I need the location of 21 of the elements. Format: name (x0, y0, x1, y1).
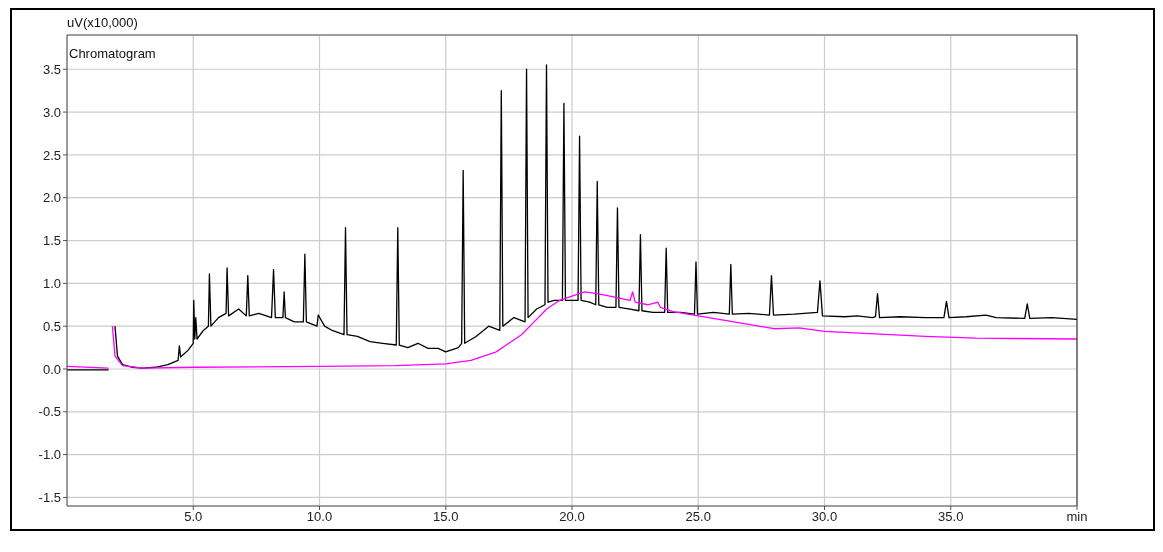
x-tick-label: 35.0 (938, 509, 964, 525)
y-tick-label: 1.0 (42, 275, 61, 291)
y-axis-title: uV(x10,000) (67, 15, 138, 30)
x-tick-label: 30.0 (811, 509, 838, 525)
y-tick-label: -0.5 (38, 404, 61, 420)
x-tick-label: min (1066, 509, 1088, 525)
y-tick-label: 2.0 (42, 190, 61, 206)
text: Chromatogram (69, 46, 156, 61)
y-tick-label: 3.5 (42, 61, 61, 77)
y-tick-label: 1.5 (42, 233, 61, 249)
y-tick-label: 3.0 (42, 104, 61, 120)
y-tick-label: -1.0 (38, 447, 61, 463)
y-tick-label: 0.5 (42, 318, 61, 334)
x-tick-label: 15.0 (433, 509, 459, 525)
x-tick-label: 20.0 (559, 509, 585, 525)
x-tick-label: 5.0 (184, 509, 203, 525)
y-tick-label: 0.0 (42, 361, 61, 377)
y-tick-label: 2.5 (42, 147, 61, 163)
y-tick-label: -1.5 (38, 490, 61, 506)
x-tick-label: 25.0 (685, 509, 711, 525)
x-tick-label: 10.0 (306, 509, 333, 525)
